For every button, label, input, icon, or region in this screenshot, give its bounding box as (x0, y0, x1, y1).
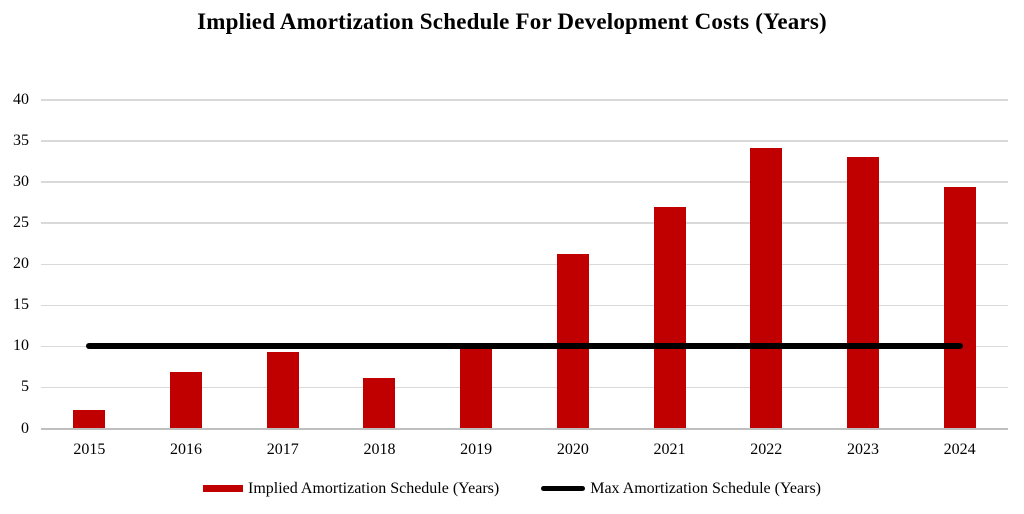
x-tick-label: 2021 (653, 441, 686, 458)
legend-line-swatch-icon (541, 486, 586, 491)
x-tick-label: 2015 (73, 441, 106, 458)
bar (460, 348, 493, 429)
x-tick-label: 2023 (846, 441, 879, 458)
gridline (41, 181, 1008, 183)
gridline (41, 304, 1008, 307)
legend-item-max: Max Amortization Schedule (Years) (541, 480, 821, 498)
y-tick-label: 10 (13, 337, 29, 355)
x-tick-label: 2024 (943, 441, 976, 458)
x-tick-label: 2020 (556, 441, 589, 458)
gridline (41, 263, 1008, 265)
y-tick-label: 15 (13, 296, 29, 314)
gridline (41, 386, 1008, 389)
bar (266, 352, 299, 429)
y-tick-label: 25 (13, 214, 29, 232)
x-axis-line (41, 427, 1008, 430)
y-tick-label: 20 (13, 255, 29, 273)
bar (73, 409, 106, 429)
x-tick-label: 2017 (266, 441, 299, 458)
gridline (41, 140, 1008, 142)
legend-item-implied: Implied Amortization Schedule (Years) (203, 480, 499, 498)
legend-label-implied: Implied Amortization Schedule (Years) (248, 479, 500, 497)
x-tick-label: 2018 (363, 441, 396, 458)
max-line (86, 343, 963, 350)
bar (846, 157, 879, 429)
gridline (41, 222, 1008, 224)
chart-title: Implied Amortization Schedule For Develo… (197, 9, 827, 34)
legend-label-max: Max Amortization Schedule (Years) (590, 479, 821, 497)
legend-bar-swatch-icon (203, 485, 243, 492)
y-tick-label: 30 (13, 173, 29, 191)
gridline (41, 99, 1008, 101)
y-tick-label: 35 (13, 132, 29, 150)
y-tick-label: 5 (21, 378, 29, 396)
bar (363, 377, 396, 429)
legend: Implied Amortization Schedule (Years) Ma… (0, 478, 1024, 499)
bar (750, 148, 783, 429)
bar (943, 187, 976, 429)
x-tick-label: 2019 (460, 441, 493, 458)
x-tick-label: 2022 (750, 441, 783, 458)
y-tick-label: 40 (13, 91, 29, 108)
bar (653, 206, 686, 429)
y-tick-label: 0 (21, 419, 29, 437)
bar (170, 371, 203, 429)
bar (556, 253, 589, 429)
x-tick-label: 2016 (170, 441, 203, 458)
